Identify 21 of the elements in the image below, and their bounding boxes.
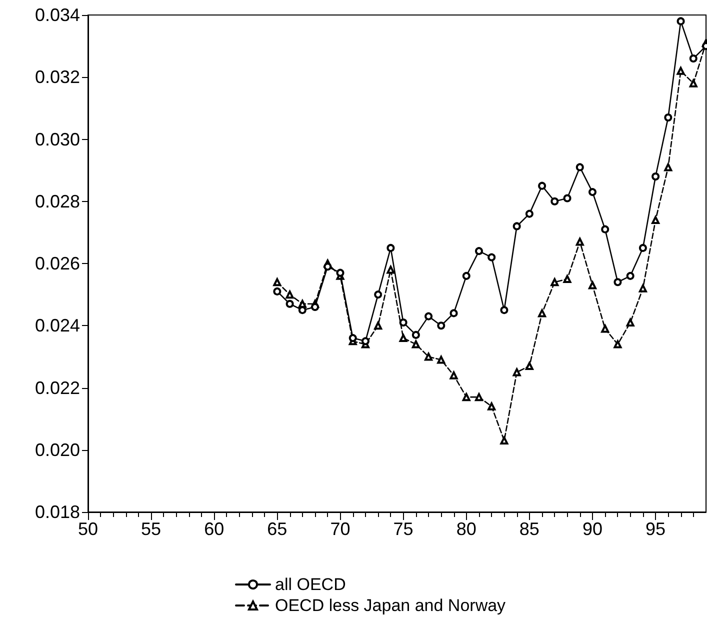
x-tick-label: 95 <box>646 519 666 539</box>
x-tick-label: 65 <box>267 519 288 539</box>
y-tick-label: 0.032 <box>34 67 80 88</box>
y-tick-label: 0.024 <box>34 316 80 336</box>
y-tick-label: 0.018 <box>34 502 80 522</box>
y-tick-label: 0.026 <box>34 254 80 274</box>
y-tick-label: 0.022 <box>34 378 80 398</box>
x-tick-label: 50 <box>78 519 98 539</box>
y-tick-label: 0.030 <box>34 129 80 150</box>
y-tick-label: 0.020 <box>34 440 80 460</box>
x-tick-label: 55 <box>141 519 162 539</box>
x-tick-label: 60 <box>204 519 224 539</box>
y-tick-label: 0.034 <box>34 5 80 25</box>
legend-label: OECD less Japan and Norway <box>275 596 506 615</box>
x-tick-label: 80 <box>456 519 476 539</box>
x-tick-label: 85 <box>519 519 540 539</box>
y-tick-label: 0.028 <box>34 191 80 212</box>
x-tick-label: 75 <box>393 519 414 539</box>
x-tick-label: 90 <box>582 519 603 539</box>
legend-label: all OECD <box>275 575 346 594</box>
x-tick-label: 70 <box>330 519 350 539</box>
